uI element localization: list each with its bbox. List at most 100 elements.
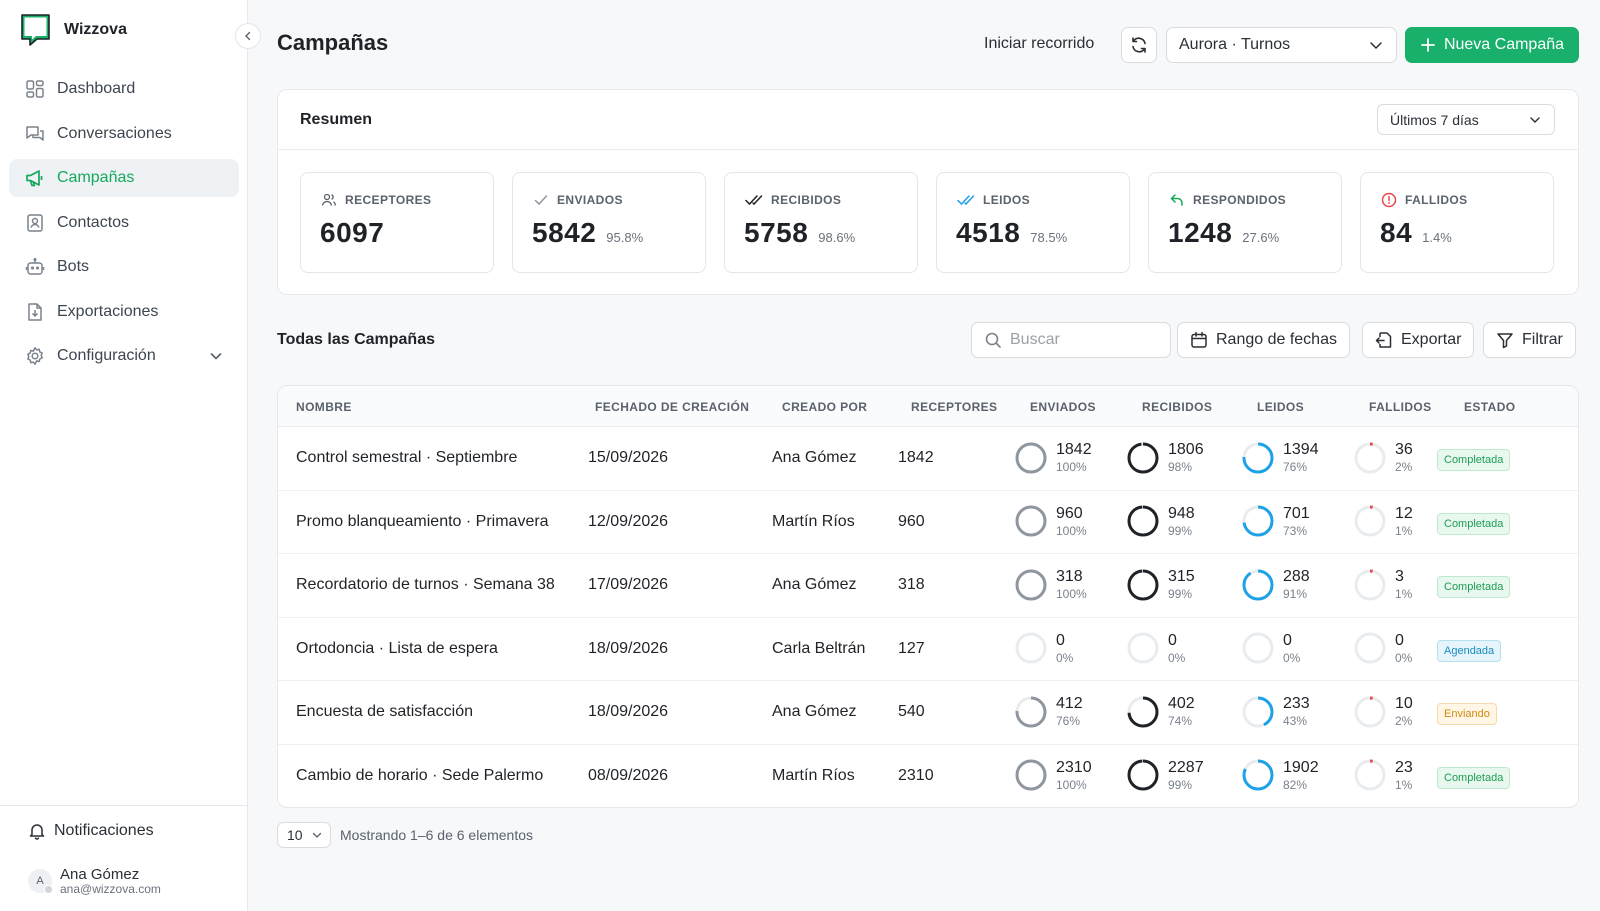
date-range-button[interactable]: Rango de fechas <box>1177 322 1350 358</box>
read-progress-ring <box>1242 696 1274 727</box>
new-campaign-button[interactable]: Nueva Campaña <box>1405 27 1579 63</box>
status-badge[interactable]: Enviando <box>1437 703 1497 725</box>
failed-percent: 1% <box>1395 777 1413 792</box>
read-progress-ring <box>1242 505 1274 537</box>
sidebar-item-dashboard[interactable]: Dashboard <box>9 70 239 108</box>
stat-percent: 1.4% <box>1422 230 1452 245</box>
refresh-button[interactable] <box>1121 27 1157 63</box>
brand[interactable]: Wizzova <box>18 12 127 48</box>
period-select[interactable]: Últimos 7 días <box>1377 104 1555 135</box>
received-metric: 948 99% <box>1126 504 1195 539</box>
received-count: 402 <box>1168 695 1195 712</box>
sidebar-item-exports[interactable]: Exportaciones <box>9 293 239 331</box>
account-select[interactable]: Aurora · Turnos <box>1166 27 1397 63</box>
notifications-button[interactable]: Notificaciones <box>28 822 154 840</box>
progress-arc <box>1354 696 1386 727</box>
sent-progress-ring <box>1015 569 1047 600</box>
column-header[interactable]: ESTADO <box>1464 400 1516 414</box>
filter-button[interactable]: Filtrar <box>1483 322 1576 358</box>
column-header[interactable]: ENVIADOS <box>1030 400 1096 414</box>
created-by: Martín Ríos <box>772 766 855 784</box>
metric-text: 402 74% <box>1168 694 1195 729</box>
user-profile[interactable]: A Ana Gómez ana@wizzova.com <box>28 866 161 896</box>
column-header[interactable]: FALLIDOS <box>1369 400 1432 414</box>
column-header[interactable]: FECHADO DE CREACIÓN <box>595 400 750 414</box>
filter-label: Filtrar <box>1522 331 1563 348</box>
read-percent: 82% <box>1283 777 1308 792</box>
sidebar-item-conversations[interactable]: Conversaciones <box>9 115 239 153</box>
campaigns-table: NOMBRE FECHADO DE CREACIÓN CREADO POR RE… <box>277 385 1579 808</box>
column-header[interactable]: RECIBIDOS <box>1142 400 1213 414</box>
progress-arc <box>1242 696 1274 727</box>
sent-percent: 100% <box>1056 523 1087 538</box>
metric-text: 36 2% <box>1395 440 1413 475</box>
bell-icon <box>28 822 46 840</box>
failed-progress-ring <box>1354 505 1386 537</box>
sidebar-item-label: Conversaciones <box>57 124 172 142</box>
table-row[interactable]: Ortodoncia · Lista de espera 18/09/2026 Ca… <box>278 618 1578 681</box>
sent-count: 0 <box>1056 631 1065 649</box>
column-header[interactable]: CREADO POR <box>782 400 868 414</box>
table-row[interactable]: Cambio de horario · Sede Palermo 08/09/20… <box>278 745 1578 808</box>
sent-metric: 1842 100% <box>1014 440 1092 475</box>
sent-progress-ring <box>1015 442 1047 473</box>
campaign-name[interactable]: Control semestral · Septiembre <box>296 449 518 466</box>
sent-count: 2310 <box>1056 758 1092 776</box>
chevron-left-icon <box>242 30 254 42</box>
stat-value: 5842 <box>532 217 597 248</box>
progress-arc <box>1015 442 1047 473</box>
campaign-name[interactable]: Ortodoncia · Lista de espera <box>296 639 498 657</box>
sidebar-item-contacts[interactable]: Contactos <box>9 204 239 242</box>
status-badge[interactable]: Completada <box>1437 449 1511 471</box>
created-date: 12/09/2026 <box>588 512 669 530</box>
progress-arc <box>1354 505 1386 537</box>
stat-label: LEIDOS <box>983 193 1031 207</box>
received-percent: 99% <box>1168 523 1193 538</box>
campaign-name[interactable]: Promo blanqueamiento · Primavera <box>296 512 549 530</box>
sidebar-item-bots[interactable]: Bots <box>9 248 239 286</box>
read-count: 288 <box>1283 568 1310 585</box>
metric-text: 1842 100% <box>1056 440 1092 475</box>
progress-arc <box>1127 569 1159 600</box>
table-row[interactable]: Recordatorio de turnos · Semana 38 17/09/… <box>278 554 1578 618</box>
sidebar-item-settings[interactable]: Configuración <box>9 337 239 375</box>
page-size-select[interactable]: 10 <box>277 822 331 848</box>
stat-percent: 95.8% <box>606 230 644 245</box>
metric-text: 1806 98% <box>1168 440 1204 475</box>
failed-percent: 2% <box>1395 460 1413 474</box>
campaign-name[interactable]: Cambio de horario · Sede Palermo <box>296 766 544 784</box>
read-progress-ring <box>1242 569 1274 600</box>
received-progress-ring <box>1127 759 1159 791</box>
export-label: Exportar <box>1401 331 1462 348</box>
sidebar-item-campaigns[interactable]: Campañas <box>9 159 239 197</box>
received-percent: 99% <box>1168 587 1193 601</box>
metric-text: 1902 82% <box>1283 758 1319 793</box>
column-header[interactable]: NOMBRE <box>296 400 352 414</box>
table-row[interactable]: Control semestral · Septiembre 15/09/2026… <box>278 427 1578 491</box>
read-metric: 0 0% <box>1241 631 1300 666</box>
column-header[interactable]: LEIDOS <box>1257 400 1305 414</box>
chevron-down-icon[interactable] <box>209 349 223 363</box>
table-row[interactable]: Promo blanqueamiento · Primavera 12/09/20… <box>278 491 1578 554</box>
double-check-read-icon <box>957 192 975 208</box>
search-input[interactable] <box>1010 331 1160 349</box>
received-percent: 0% <box>1168 650 1186 665</box>
campaign-name[interactable]: Encuesta de satisfacción <box>296 703 473 720</box>
status-badge[interactable]: Completada <box>1437 576 1511 598</box>
logo-icon <box>18 12 54 48</box>
table-row[interactable]: Encuesta de satisfacción 18/09/2026 Ana Gó… <box>278 681 1578 745</box>
campaigns-title: Todas las Campañas <box>277 331 435 348</box>
dashboard-icon <box>25 79 45 99</box>
read-count: 233 <box>1283 695 1310 712</box>
collapse-sidebar-button[interactable] <box>235 23 261 49</box>
start-tour-button[interactable]: Iniciar recorrido <box>984 35 1095 52</box>
stat-value: 84 <box>1380 217 1413 248</box>
status-badge[interactable]: Completada <box>1437 766 1511 789</box>
export-button[interactable]: Exportar <box>1362 322 1475 358</box>
status-badge[interactable]: Agendada <box>1437 639 1502 662</box>
metric-text: 315 99% <box>1168 567 1195 602</box>
received-progress-ring <box>1127 632 1159 664</box>
campaign-name[interactable]: Recordatorio de turnos · Semana 38 <box>296 576 555 593</box>
column-header[interactable]: RECEPTORES <box>911 400 998 414</box>
status-badge[interactable]: Completada <box>1437 512 1511 535</box>
